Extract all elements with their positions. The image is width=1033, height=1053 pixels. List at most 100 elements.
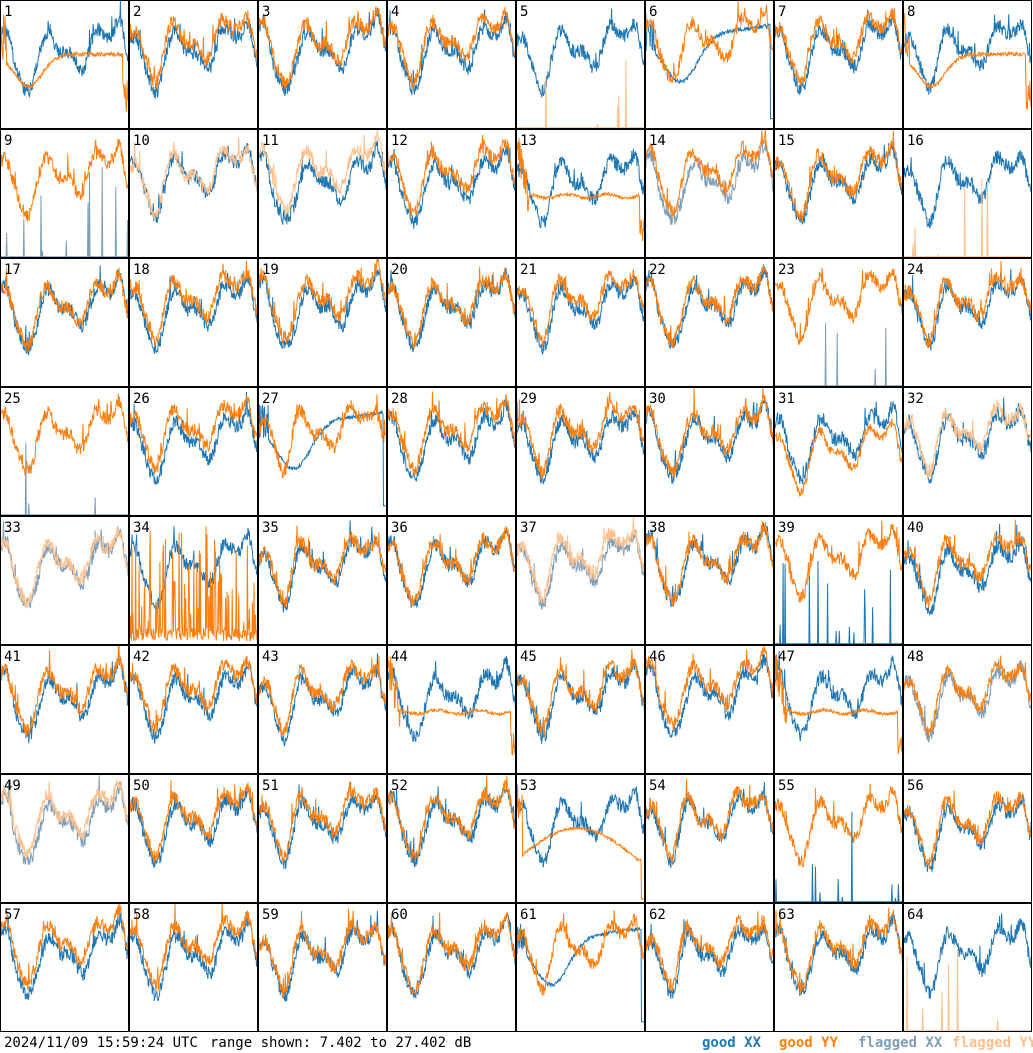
- series-yy-panel-55: [774, 783, 903, 868]
- panel-label: 39: [778, 520, 795, 536]
- legend-flagged-yy: flagged YY: [952, 1035, 1033, 1051]
- panel-label: 26: [133, 391, 150, 407]
- series-xx-panel-18: [129, 272, 258, 355]
- panel-label: 36: [391, 520, 408, 536]
- series-xx-panel-19: [258, 269, 387, 349]
- panel-border: [387, 387, 516, 516]
- series-yy-panel-35: [258, 525, 387, 609]
- series-xx-panel-26: [129, 391, 258, 485]
- series-xx-panel-41: [0, 645, 129, 744]
- panel-19: 19: [258, 258, 387, 387]
- panel-border: [516, 516, 645, 645]
- series-xx-panel-64: [903, 913, 1032, 999]
- panel-border: [774, 0, 903, 129]
- panel-label: 29: [520, 391, 537, 407]
- panel-54: 54: [645, 774, 774, 903]
- panel-border: [903, 387, 1032, 516]
- series-xx-panel-38: [645, 522, 774, 607]
- panel-border: [645, 0, 774, 129]
- panel-label: 46: [649, 649, 666, 665]
- panel-8: 8: [903, 0, 1032, 129]
- panel-label: 51: [262, 778, 279, 794]
- panel-border: [387, 258, 516, 387]
- legend-good-yy: good YY: [779, 1035, 839, 1051]
- panel-label: 40: [907, 520, 924, 536]
- panel-border: [387, 516, 516, 645]
- panel-18: 18: [129, 258, 258, 387]
- panel-label: 50: [133, 778, 150, 794]
- panel-border: [387, 903, 516, 1032]
- series-yy-panel-39: [774, 520, 903, 603]
- panel-27: 27: [258, 387, 387, 516]
- series-yy-panel-32: [903, 399, 1032, 480]
- panel-border: [774, 774, 903, 903]
- series-xx-panel-7: [774, 9, 903, 96]
- series-yy-panel-7: [774, 7, 903, 86]
- panel-border: [258, 903, 387, 1032]
- series-yy-panel-62: [645, 911, 774, 993]
- panel-border: [129, 645, 258, 774]
- series-xx-panel-25: [0, 442, 129, 516]
- panel-label: 42: [133, 649, 150, 665]
- panel-border: [258, 129, 387, 258]
- series-xx-panel-1: [0, 0, 129, 99]
- series-yy-panel-59: [258, 908, 387, 998]
- panel-label: 37: [520, 520, 537, 536]
- panel-label: 22: [649, 262, 666, 278]
- panel-border: [903, 516, 1032, 645]
- panel-border: [774, 258, 903, 387]
- panel-label: 64: [907, 907, 924, 923]
- series-yy-panel-38: [645, 521, 774, 607]
- series-yy-panel-45: [516, 649, 645, 738]
- panel-label: 45: [520, 649, 537, 665]
- panel-border: [387, 129, 516, 258]
- series-xx-panel-29: [516, 401, 645, 485]
- series-yy-panel-41: [0, 645, 129, 738]
- panel-23: 23: [774, 258, 903, 387]
- panel-label: 10: [133, 133, 150, 149]
- panel-border: [903, 129, 1032, 258]
- panel-48: 48: [903, 645, 1032, 774]
- panel-2: 2: [129, 0, 258, 129]
- series-yy-panel-25: [0, 393, 129, 479]
- panel-49: 49: [0, 774, 129, 903]
- panel-5: 5: [516, 0, 645, 129]
- series-yy-panel-17: [0, 267, 129, 353]
- panel-border: [387, 774, 516, 903]
- panel-border: [516, 903, 645, 1032]
- panel-43: 43: [258, 645, 387, 774]
- panel-28: 28: [387, 387, 516, 516]
- series-xx-panel-3: [258, 7, 387, 97]
- panel-label: 54: [649, 778, 666, 794]
- series-yy-panel-28: [387, 391, 516, 475]
- series-yy-panel-31: [774, 418, 903, 497]
- panel-border: [645, 903, 774, 1032]
- panel-label: 59: [262, 907, 279, 923]
- panel-label: 7: [778, 4, 786, 20]
- series-yy-panel-27: [258, 394, 387, 480]
- panel-border: [387, 645, 516, 774]
- panel-border: [129, 258, 258, 387]
- series-yy-panel-57: [0, 904, 129, 990]
- panel-55: 55: [774, 774, 903, 903]
- panel-label: 21: [520, 262, 537, 278]
- panel-11: 11: [258, 129, 387, 258]
- series-yy-panel-47: [774, 654, 903, 755]
- panel-63: 63: [774, 903, 903, 1032]
- panel-label: 38: [649, 520, 666, 536]
- series-yy-panel-48: [903, 655, 1032, 738]
- panel-label: 9: [4, 133, 12, 149]
- series-yy-panel-64: [903, 949, 1032, 1032]
- panel-border: [258, 0, 387, 129]
- panel-label: 57: [4, 907, 21, 923]
- panel-border: [129, 774, 258, 903]
- panel-label: 16: [907, 133, 924, 149]
- series-yy-panel-49: [0, 779, 129, 861]
- series-xx-panel-13: [516, 148, 645, 229]
- series-yy-panel-24: [903, 260, 1032, 348]
- panel-border: [129, 516, 258, 645]
- panel-border: [258, 774, 387, 903]
- panel-border: [129, 129, 258, 258]
- series-yy-panel-11: [258, 130, 387, 216]
- series-yy-panel-10: [129, 137, 258, 220]
